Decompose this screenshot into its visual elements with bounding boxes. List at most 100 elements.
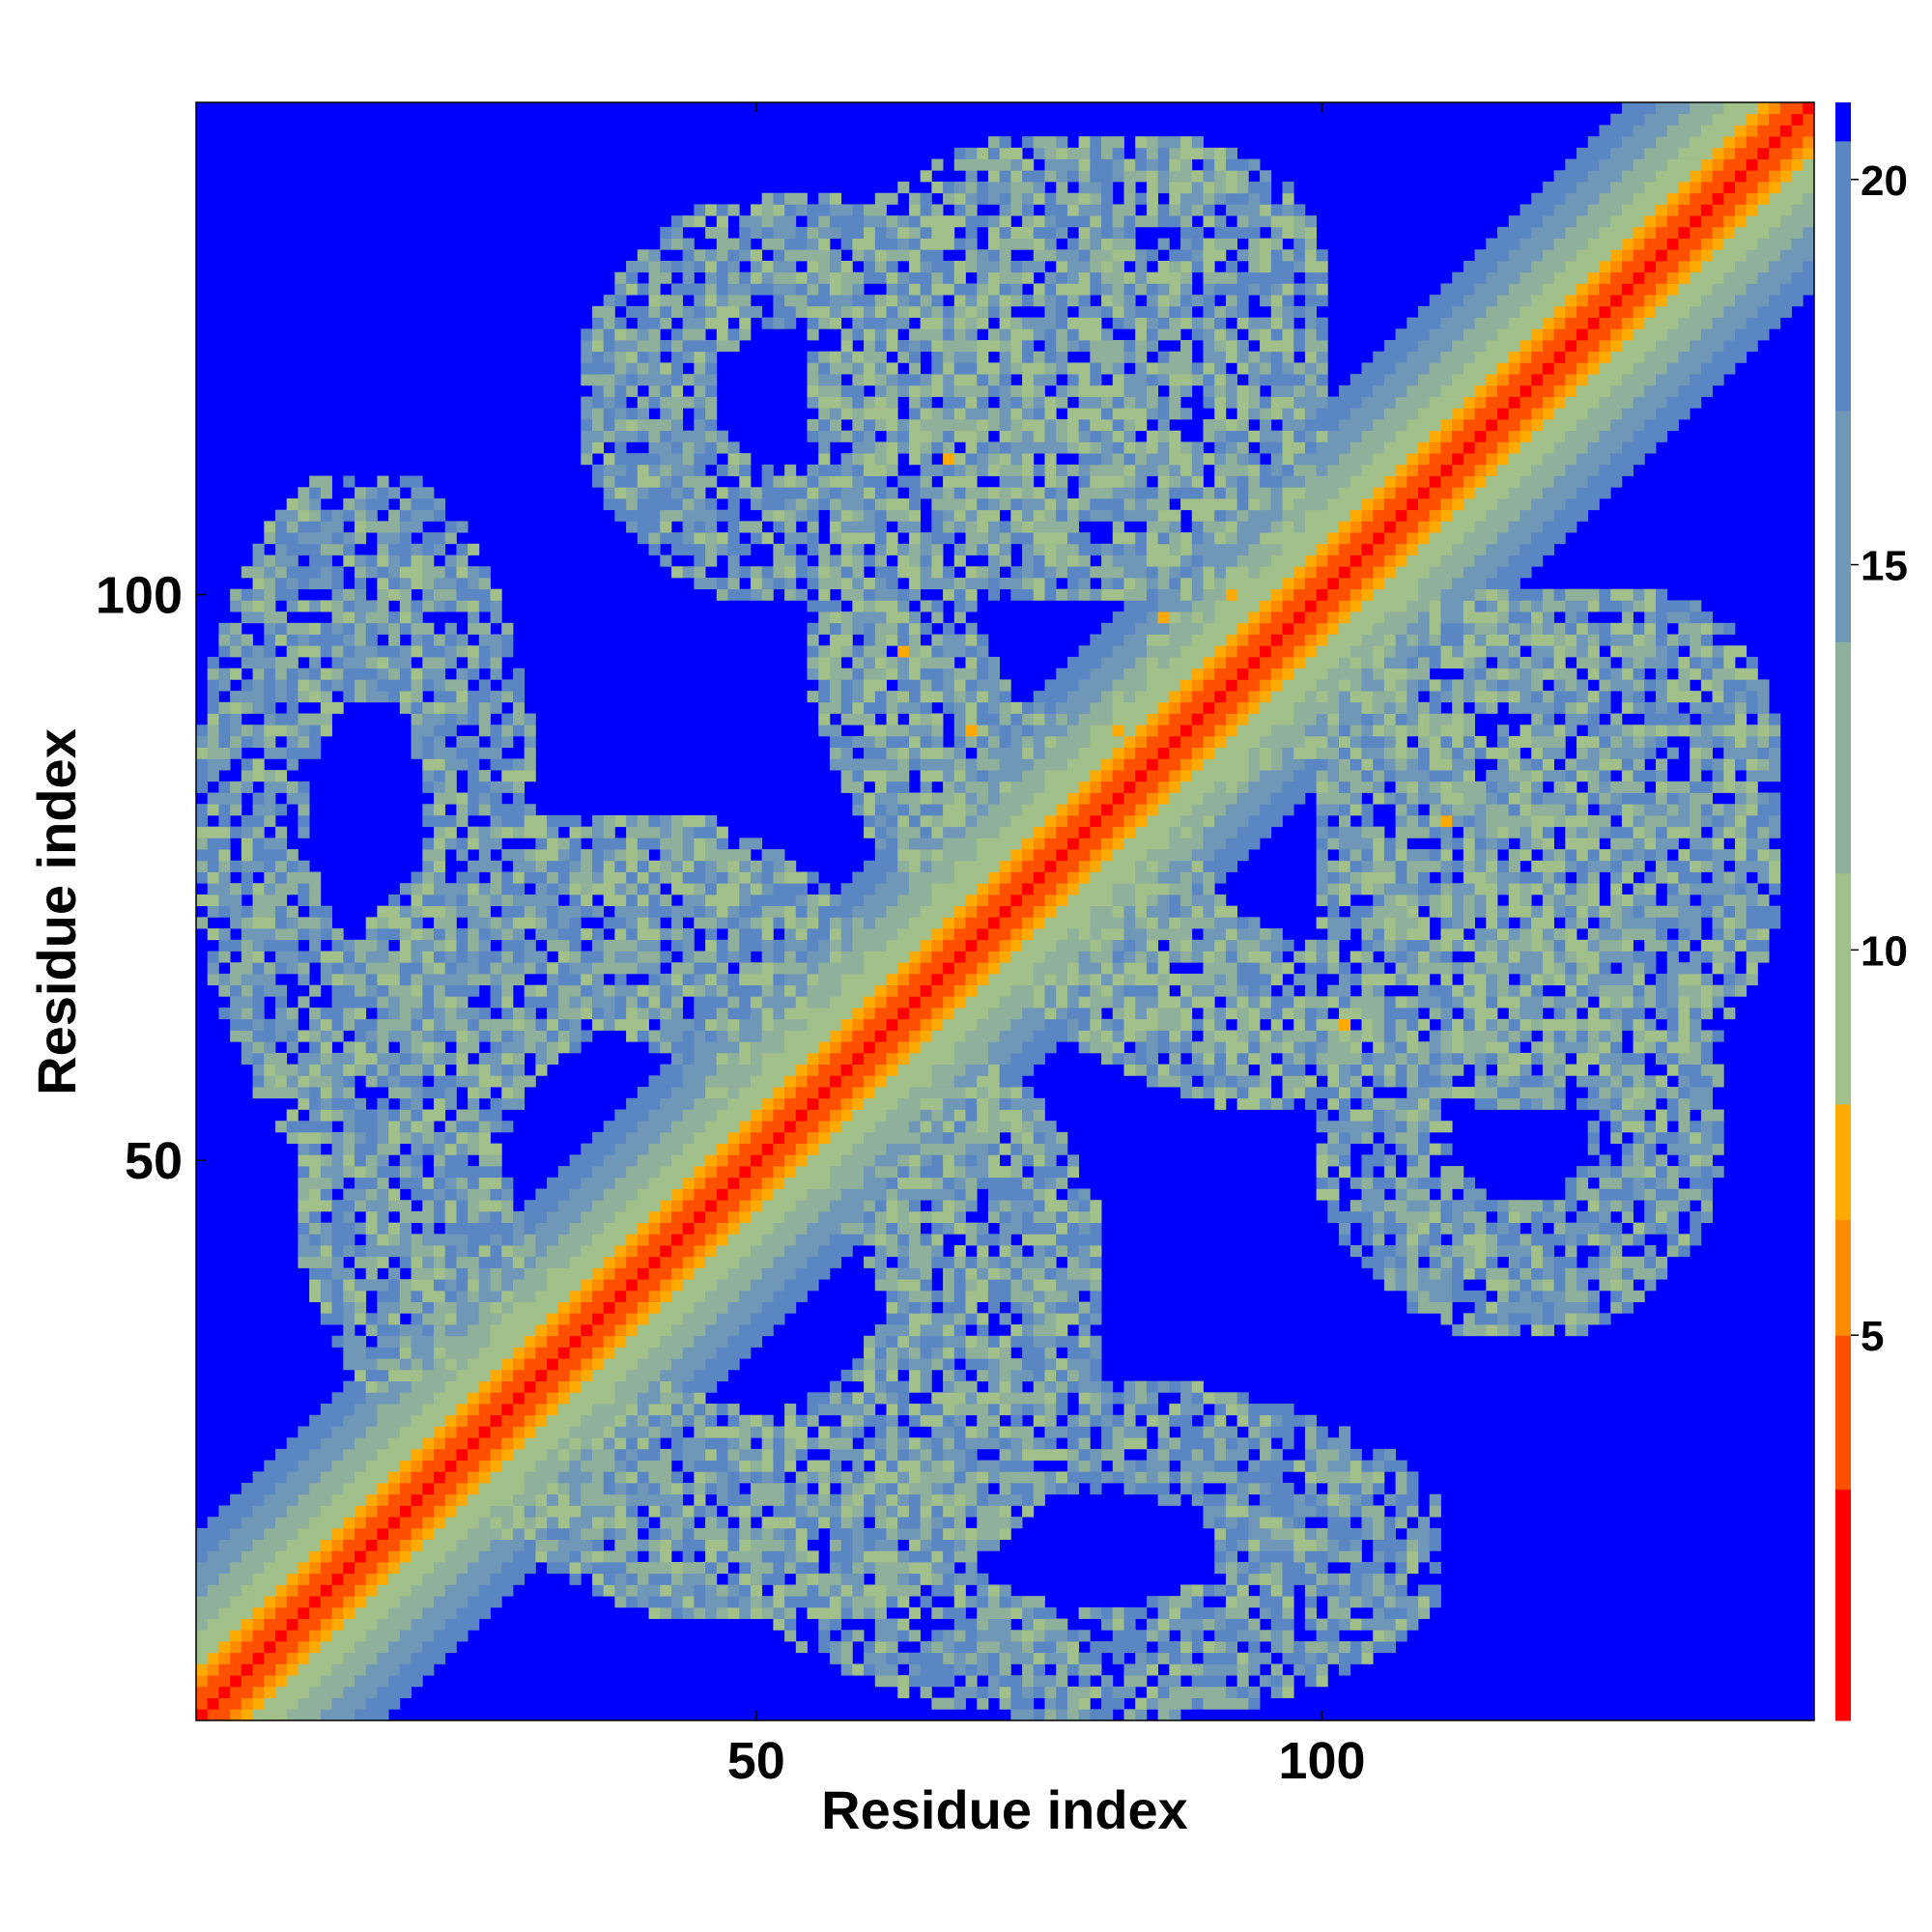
heatmap-cell [218,1618,231,1631]
heatmap-cell [444,521,457,533]
heatmap-cell [874,1154,887,1167]
heatmap-cell [298,1618,310,1631]
heatmap-cell [614,384,627,397]
heatmap-cell [682,1200,695,1212]
heatmap-cell [840,668,853,680]
heatmap-cell [569,1008,582,1020]
heatmap-cell [422,532,435,545]
heatmap-cell [852,226,865,239]
heatmap-cell [626,928,639,941]
heatmap-cell [241,701,253,714]
heatmap-cell [354,497,367,511]
heatmap-cell [626,1380,639,1393]
heatmap-cell [614,1527,627,1540]
heatmap-cell [603,951,615,963]
heatmap-cell [433,1131,446,1145]
heatmap-cell [637,1517,649,1529]
heatmap-cell [264,600,276,612]
heatmap-cell [377,1290,389,1303]
heatmap-cell [388,1052,401,1065]
heatmap-cell [377,1143,389,1155]
heatmap-cell [716,984,728,997]
heatmap-cell [637,860,649,872]
heatmap-cell [648,1131,661,1145]
heatmap-cell [365,1200,378,1212]
heatmap-cell [547,1380,559,1393]
heatmap-cell [694,1121,706,1133]
heatmap-cell [852,408,865,420]
heatmap-cell [456,588,469,601]
heatmap-cell [524,1437,536,1450]
heatmap-cell [399,1493,412,1506]
heatmap-cell [501,1335,514,1348]
heatmap-cell [490,1527,502,1540]
heatmap-cell [557,1448,570,1461]
heatmap-cell [331,1596,344,1608]
heatmap-cell [343,1335,355,1348]
heatmap-cell [591,441,605,454]
heatmap-cell [682,317,695,329]
heatmap-cell [864,1210,876,1224]
heatmap-cell [874,1663,887,1676]
heatmap-cell [773,543,785,555]
heatmap-cell [456,1539,469,1551]
heatmap-cell [468,758,480,771]
heatmap-cell [694,973,706,986]
heatmap-cell [411,1606,423,1619]
heatmap-cell [626,1279,639,1292]
heatmap-cell [298,1200,310,1212]
heatmap-cell [795,1256,808,1268]
heatmap-cell [829,408,842,420]
heatmap-cell [286,1709,298,1721]
heatmap-cell [727,487,740,499]
heatmap-cell [773,1562,785,1575]
heatmap-cell [524,1483,536,1495]
heatmap-cell [750,1483,763,1495]
heatmap-cell [399,1517,412,1529]
heatmap-cell [252,758,265,771]
heatmap-cell [252,984,265,997]
heatmap-cell [444,1097,457,1110]
heatmap-cell [422,577,435,590]
heatmap-cell [739,1041,752,1054]
heatmap-cell [196,894,209,907]
heatmap-cell [581,1562,593,1575]
heatmap-cell [705,1301,718,1314]
heatmap-cell [411,577,423,590]
heatmap-cell [864,634,876,646]
heatmap-cell [626,1121,639,1133]
heatmap-cell [818,374,831,386]
heatmap-cell [591,1527,605,1540]
heatmap-cell [501,849,514,862]
heatmap-cell [456,758,469,771]
heatmap-cell [456,1505,469,1518]
heatmap-cell [512,1064,526,1076]
heatmap-cell [468,1121,480,1133]
heatmap-cell [750,1075,763,1088]
heatmap-cell [886,1404,898,1416]
heatmap-cell [852,1517,865,1529]
heatmap-cell [444,792,457,805]
heatmap-cell [818,1210,831,1224]
heatmap-cell [852,1404,865,1416]
heatmap-cell [694,497,706,511]
heatmap-cell [569,871,582,884]
heatmap-cell [309,1064,322,1076]
heatmap-cell [354,1030,367,1042]
heatmap-cell [456,894,469,907]
heatmap-cell [581,1347,593,1359]
heatmap-cell [818,600,831,612]
heatmap-cell [411,1256,423,1268]
heatmap-cell [874,521,887,533]
heatmap-cell [343,1087,355,1099]
heatmap-cell [468,588,480,601]
heatmap-cell [750,260,763,273]
heatmap-cell [365,691,378,703]
heatmap-cell [377,1404,389,1416]
heatmap-cell [501,1052,514,1065]
heatmap-cell [660,1064,672,1076]
heatmap-cell [264,781,276,793]
heatmap-cell [309,543,322,555]
heatmap-cell [274,554,288,567]
heatmap-cell [739,1234,752,1246]
